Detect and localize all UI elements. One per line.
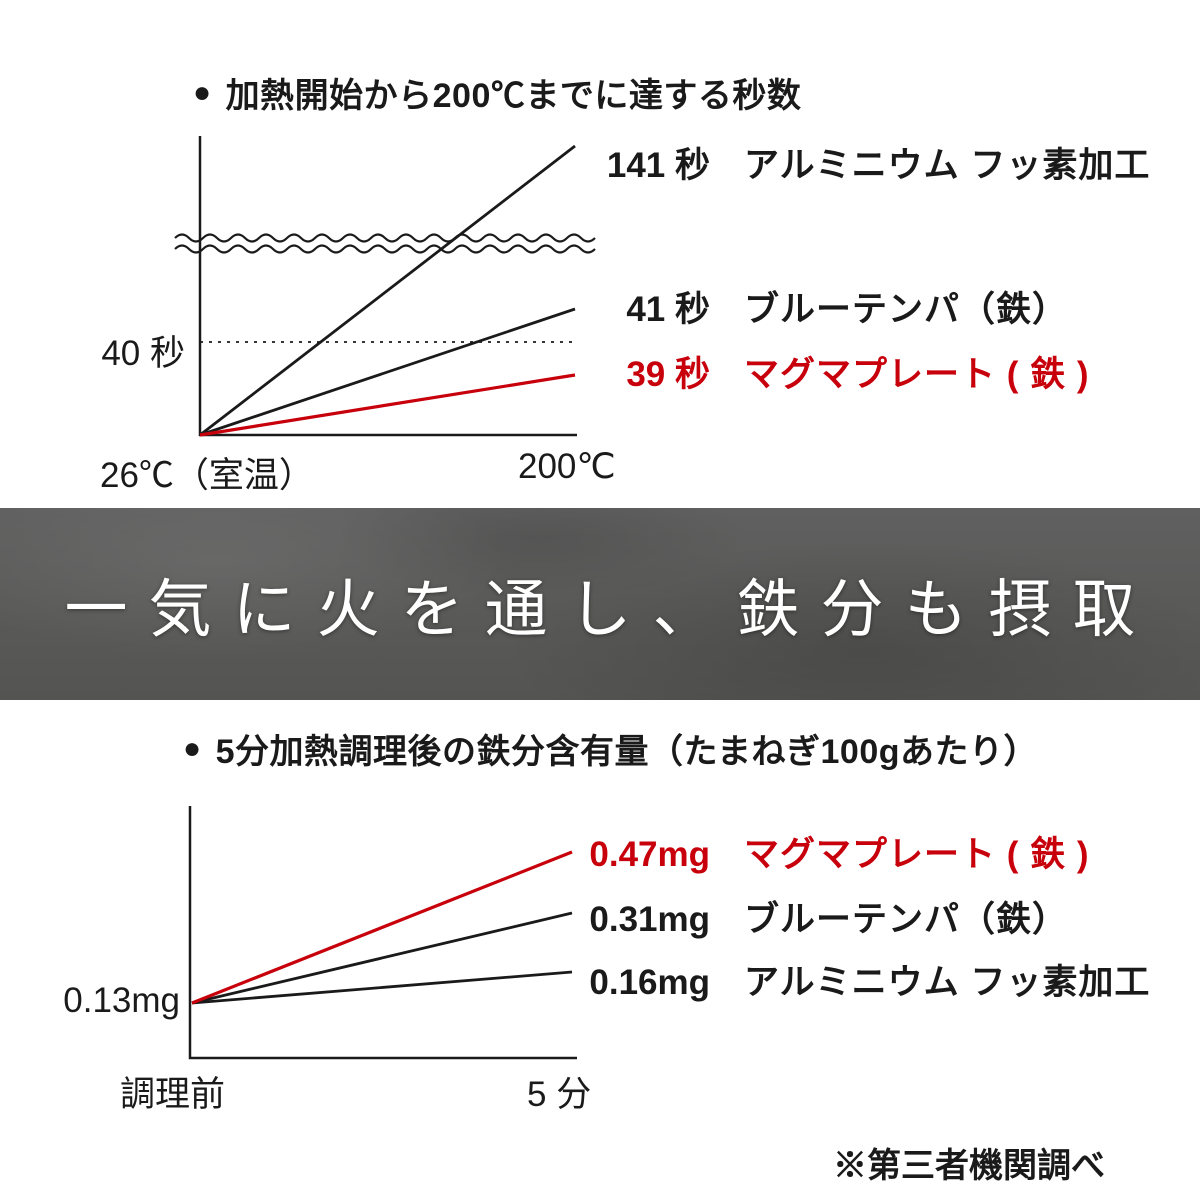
- line-chart-heat-time: [174, 136, 596, 437]
- chart1-y-reference-label: 40 秒: [101, 334, 185, 373]
- iron-content-section-title: ● 5分加熱調理後の鉄分含有量（たまねぎ100gあたり）: [183, 724, 1038, 773]
- chart2-line-blue-tempered: [191, 911, 573, 1005]
- chart1-legend-blue-tempered: 41 秒 ブルーテンパ（鉄）: [528, 281, 1068, 332]
- chart1-magma-plate-name: マグマプレート ( 鉄 ): [744, 355, 1090, 394]
- chart1-magma-plate-value: 39 秒: [626, 355, 710, 394]
- chart2-blue-tempered-value: 0.31mg: [589, 900, 710, 939]
- chart1-x-end-label: 200℃: [518, 447, 616, 486]
- chart2-axes: [188, 806, 577, 1060]
- axis-break-wave-top: [174, 233, 596, 243]
- bullet-icon: ●: [183, 731, 202, 765]
- chart2-aluminum-name: アルミニウム フッ素加工: [744, 963, 1151, 1002]
- chart1-aluminum-value: 141 秒: [606, 146, 710, 185]
- chart2-legend-magma-plate: 0.47mg マグマプレート ( 鉄 ): [528, 826, 1089, 877]
- chart1-x-start-label: 26℃（室温）: [100, 456, 314, 495]
- axis-break-wave-bottom: [174, 244, 596, 254]
- chart2-x-start-label: 調理前: [120, 1075, 226, 1114]
- chart1-blue-tempered-value: 41 秒: [626, 290, 710, 329]
- chart2-magma-plate-name: マグマプレート ( 鉄 ): [744, 835, 1090, 874]
- chart2-legend-aluminum: 0.16mg アルミニウム フッ素加工: [528, 954, 1150, 1005]
- chart1-line-magma-plate: [199, 373, 576, 437]
- chart1-aluminum-name: アルミニウム フッ素加工: [744, 146, 1151, 185]
- chart2-x-end-label: 5 分: [527, 1075, 592, 1114]
- heat-time-title-text: 加熱開始から200℃までに達する秒数: [225, 77, 802, 115]
- heat-time-section-title: ● 加熱開始から200℃までに達する秒数: [193, 68, 801, 117]
- chart2-blue-tempered-name: ブルーテンパ（鉄）: [744, 900, 1069, 939]
- iron-content-title-text: 5分加熱調理後の鉄分含有量（たまねぎ100gあたり）: [215, 733, 1039, 771]
- chart1-line-aluminum: [199, 144, 576, 437]
- chart2-aluminum-value: 0.16mg: [589, 963, 710, 1002]
- chart1-legend-magma-plate: 39 秒 マグマプレート ( 鉄 ): [528, 346, 1089, 397]
- line-chart-iron-content: [188, 806, 577, 1060]
- chart1-line-blue-tempered: [199, 307, 576, 437]
- tagline-banner: 一気に火を通し、鉄分も摂取: [0, 508, 1200, 700]
- chart1-blue-tempered-name: ブルーテンパ（鉄）: [744, 290, 1069, 329]
- third-party-footnote: ※第三者機関調べ: [833, 1147, 1105, 1185]
- chart2-magma-plate-value: 0.47mg: [589, 835, 710, 874]
- chart2-y-start-label: 0.13mg: [63, 981, 180, 1020]
- chart2-line-aluminum: [191, 970, 573, 1005]
- chart1-legend-aluminum: 141 秒 アルミニウム フッ素加工: [528, 137, 1150, 188]
- bullet-icon: ●: [193, 75, 212, 109]
- chart2-line-magma-plate: [191, 850, 573, 1005]
- chart2-legend-blue-tempered: 0.31mg ブルーテンパ（鉄）: [528, 891, 1068, 942]
- tagline-text: 一気に火を通し、鉄分も摂取: [64, 574, 1157, 645]
